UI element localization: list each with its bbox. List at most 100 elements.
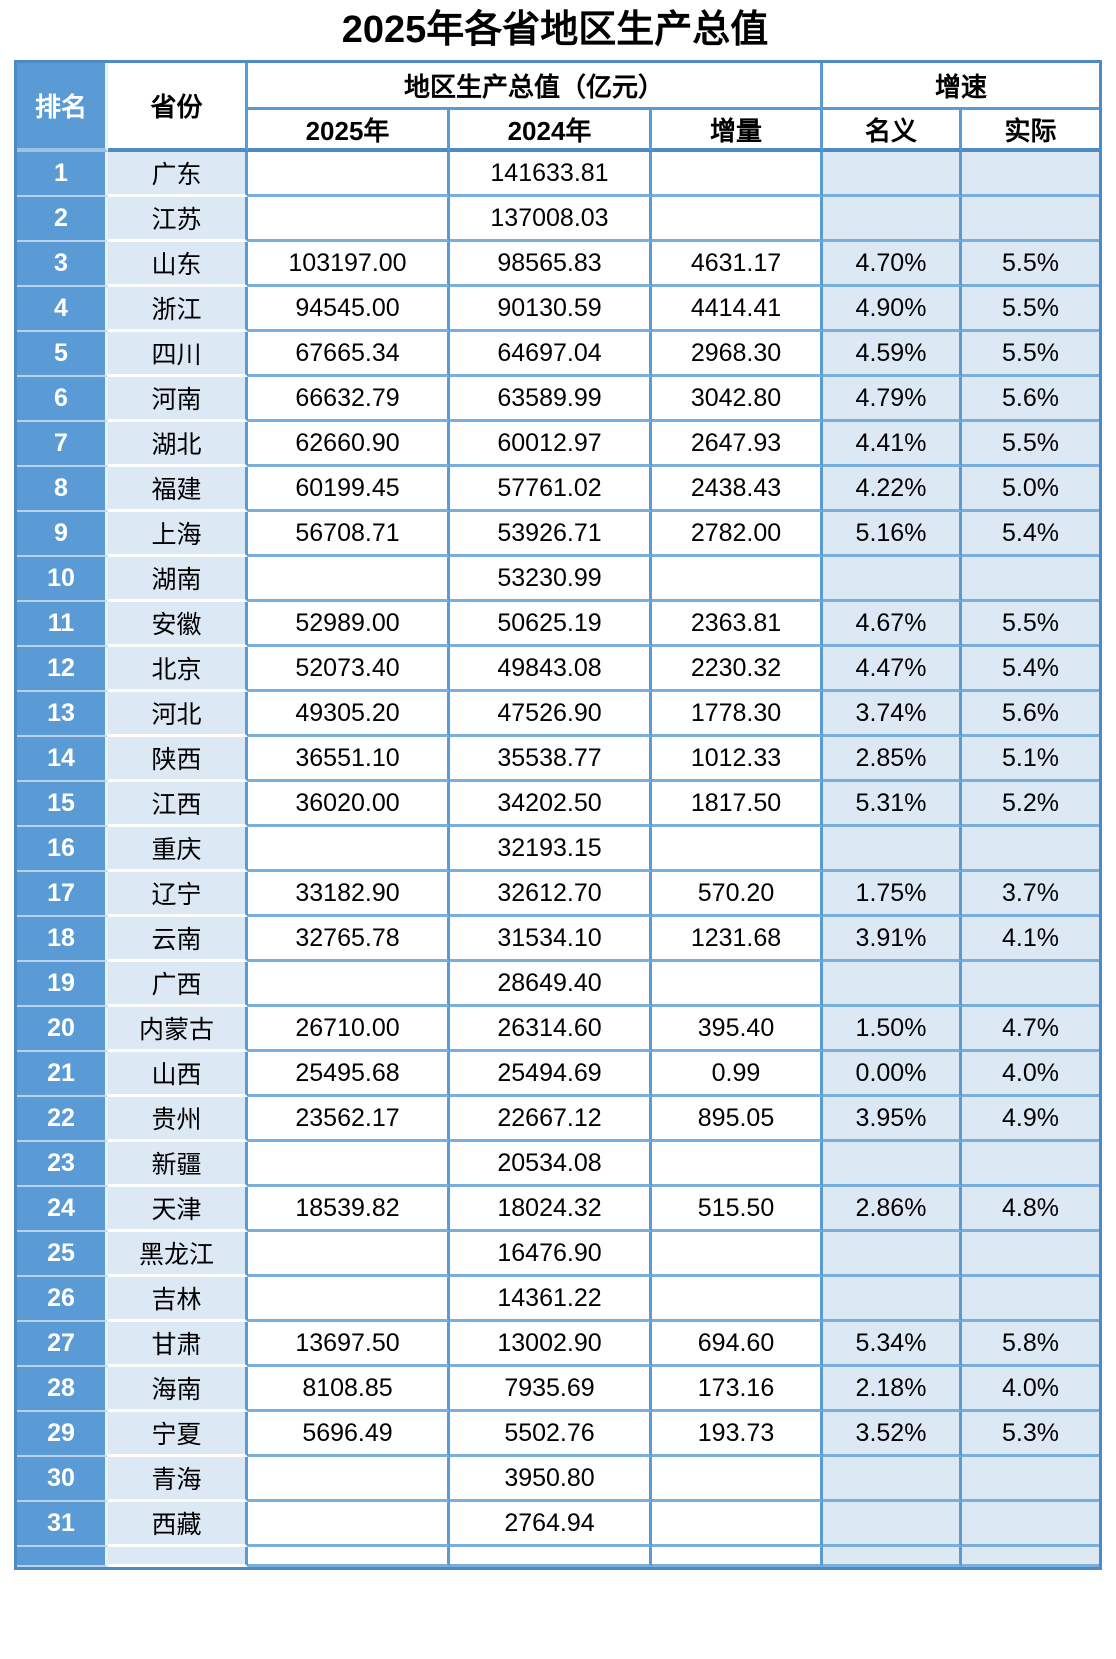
increment-cell: 1778.30	[652, 692, 823, 737]
increment-cell: 2968.30	[652, 332, 823, 377]
gdp-2024-cell: 63589.99	[450, 377, 652, 422]
increment-cell	[652, 1277, 823, 1322]
gdp-2025-cell: 52989.00	[248, 602, 450, 647]
increment-cell: 2230.32	[652, 647, 823, 692]
increment-cell: 4631.17	[652, 242, 823, 287]
increment-cell: 1012.33	[652, 737, 823, 782]
gdp-2024-cell: 28649.40	[450, 962, 652, 1007]
gdp-table: 排名 省份 地区生产总值（亿元） 增速 2025年 2024年 增量 名义 实际…	[14, 60, 1103, 1570]
province-cell: 四川	[108, 332, 248, 377]
real-growth-cell	[962, 1457, 1100, 1502]
province-cell: 湖南	[108, 557, 248, 602]
real-growth-cell	[962, 1142, 1100, 1187]
gdp-2025-cell: 8108.85	[248, 1367, 450, 1412]
gdp-2025-cell: 23562.17	[248, 1097, 450, 1142]
real-growth-cell: 3.7%	[962, 872, 1100, 917]
real-growth-cell: 5.2%	[962, 782, 1100, 827]
gdp-2025-cell	[248, 1502, 450, 1547]
table-row: 25 黑龙江 16476.90	[17, 1232, 1100, 1277]
gdp-2025-cell: 67665.34	[248, 332, 450, 377]
province-cell: 浙江	[108, 287, 248, 332]
rank-cell: 23	[17, 1142, 108, 1187]
table-row: 19 广西 28649.40	[17, 962, 1100, 1007]
nominal-growth-cell	[823, 1277, 962, 1322]
table-row: 12 北京 52073.40 49843.08 2230.32 4.47% 5.…	[17, 647, 1100, 692]
table-header: 排名 省份 地区生产总值（亿元） 增速 2025年 2024年 增量 名义 实际	[17, 63, 1100, 152]
table-row: 30 青海 3950.80	[17, 1457, 1100, 1502]
gdp-2025-cell: 66632.79	[248, 377, 450, 422]
province-cell: 河北	[108, 692, 248, 737]
table-row: 3 山东 103197.00 98565.83 4631.17 4.70% 5.…	[17, 242, 1100, 287]
real-growth-cell	[962, 152, 1100, 197]
table-row: 26 吉林 14361.22	[17, 1277, 1100, 1322]
header-rank: 排名	[17, 63, 108, 152]
gdp-2024-cell: 53926.71	[450, 512, 652, 557]
gdp-2024-cell: 53230.99	[450, 557, 652, 602]
header-col-2024: 2024年	[450, 110, 652, 152]
rank-cell: 7	[17, 422, 108, 467]
table-row: 23 新疆 20534.08	[17, 1142, 1100, 1187]
nominal-growth-cell: 5.34%	[823, 1322, 962, 1367]
increment-cell	[652, 1232, 823, 1277]
nominal-growth-cell: 4.59%	[823, 332, 962, 377]
gdp-2025-cell: 49305.20	[248, 692, 450, 737]
gdp-2024-cell: 25494.69	[450, 1052, 652, 1097]
header-growth-group: 增速	[823, 63, 1100, 110]
nominal-growth-cell: 0.00%	[823, 1052, 962, 1097]
increment-cell: 395.40	[652, 1007, 823, 1052]
gdp-2024-cell: 31534.10	[450, 917, 652, 962]
table-row: 27 甘肃 13697.50 13002.90 694.60 5.34% 5.8…	[17, 1322, 1100, 1367]
increment-cell: 3042.80	[652, 377, 823, 422]
page-title: 2025年各省地区生产总值	[341, 9, 769, 51]
gdp-2025-cell: 36551.10	[248, 737, 450, 782]
gdp-2024-cell: 3950.80	[450, 1457, 652, 1502]
table-row: 5 四川 67665.34 64697.04 2968.30 4.59% 5.5…	[17, 332, 1100, 377]
gdp-2025-cell: 13697.50	[248, 1322, 450, 1367]
gdp-2024-cell: 13002.90	[450, 1322, 652, 1367]
nominal-growth-cell: 3.52%	[823, 1412, 962, 1457]
rank-cell: 1	[17, 152, 108, 197]
nominal-growth-cell	[823, 1457, 962, 1502]
nominal-growth-cell: 2.18%	[823, 1367, 962, 1412]
province-cell: 北京	[108, 647, 248, 692]
nominal-growth-cell: 2.86%	[823, 1187, 962, 1232]
real-growth-cell: 5.5%	[962, 422, 1100, 467]
real-growth-cell: 4.9%	[962, 1097, 1100, 1142]
increment-cell: 570.20	[652, 872, 823, 917]
nominal-growth-cell: 4.90%	[823, 287, 962, 332]
header-col-real: 实际	[962, 110, 1100, 152]
province-cell: 黑龙江	[108, 1232, 248, 1277]
real-growth-cell: 5.6%	[962, 692, 1100, 737]
real-growth-cell: 4.8%	[962, 1187, 1100, 1232]
gdp-2024-cell: 26314.60	[450, 1007, 652, 1052]
gdp-2024-cell: 34202.50	[450, 782, 652, 827]
nominal-growth-cell: 4.67%	[823, 602, 962, 647]
rank-cell: 25	[17, 1232, 108, 1277]
nominal-growth-cell: 2.85%	[823, 737, 962, 782]
real-growth-cell: 4.0%	[962, 1367, 1100, 1412]
real-growth-cell	[962, 827, 1100, 872]
real-growth-cell	[962, 962, 1100, 1007]
province-cell: 内蒙古	[108, 1007, 248, 1052]
rank-cell: 21	[17, 1052, 108, 1097]
rank-cell: 10	[17, 557, 108, 602]
rank-cell: 24	[17, 1187, 108, 1232]
header-col-nominal: 名义	[823, 110, 962, 152]
rank-cell: 29	[17, 1412, 108, 1457]
rank-cell: 13	[17, 692, 108, 737]
gdp-2025-cell: 62660.90	[248, 422, 450, 467]
province-cell: 山东	[108, 242, 248, 287]
real-growth-cell: 5.5%	[962, 602, 1100, 647]
province-cell	[108, 1547, 248, 1567]
increment-cell	[652, 1547, 823, 1567]
header-col-increment: 增量	[652, 110, 823, 152]
gdp-2025-cell	[248, 1547, 450, 1567]
province-cell: 甘肃	[108, 1322, 248, 1367]
table-row: 14 陕西 36551.10 35538.77 1012.33 2.85% 5.…	[17, 737, 1100, 782]
nominal-growth-cell: 4.70%	[823, 242, 962, 287]
table-row: 8 福建 60199.45 57761.02 2438.43 4.22% 5.0…	[17, 467, 1100, 512]
nominal-growth-cell: 1.75%	[823, 872, 962, 917]
table-row: 31 西藏 2764.94	[17, 1502, 1100, 1547]
rank-cell: 11	[17, 602, 108, 647]
